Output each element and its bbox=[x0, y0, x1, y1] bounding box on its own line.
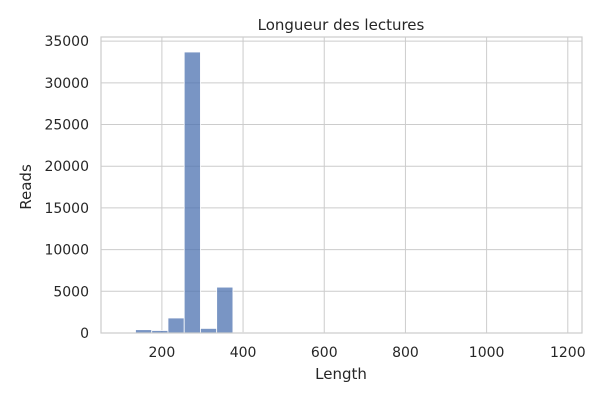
y-axis-label: Reads bbox=[17, 164, 35, 210]
y-tick-label: 5000 bbox=[53, 284, 89, 300]
y-tick-label: 35000 bbox=[44, 34, 89, 50]
x-tick-label: 800 bbox=[392, 345, 419, 361]
x-tick-labels: 200 400 600 800 1000 1200 bbox=[149, 345, 586, 361]
histogram-bar bbox=[183, 51, 201, 334]
y-tick-label: 20000 bbox=[44, 159, 89, 175]
chart-title: Longueur des lectures bbox=[258, 16, 425, 34]
y-tick-labels: 0 5000 10000 15000 20000 25000 30000 35000 bbox=[44, 34, 89, 342]
x-tick-label: 200 bbox=[149, 345, 176, 361]
histogram-bar bbox=[200, 328, 218, 334]
gridlines bbox=[101, 37, 582, 334]
x-tick-label: 400 bbox=[230, 345, 257, 361]
x-tick-label: 600 bbox=[311, 345, 338, 361]
y-tick-label: 0 bbox=[80, 326, 89, 342]
y-tick-label: 25000 bbox=[44, 118, 89, 134]
y-tick-label: 15000 bbox=[44, 201, 89, 217]
histogram-bar bbox=[216, 286, 234, 334]
x-tick-label: 1000 bbox=[469, 345, 505, 361]
x-axis-label: Length bbox=[315, 365, 367, 383]
y-tick-label: 10000 bbox=[44, 243, 89, 259]
y-tick-label: 30000 bbox=[44, 76, 89, 92]
histogram-bar bbox=[167, 317, 185, 334]
plot-frame bbox=[100, 36, 583, 334]
x-tick-label: 1200 bbox=[550, 345, 586, 361]
